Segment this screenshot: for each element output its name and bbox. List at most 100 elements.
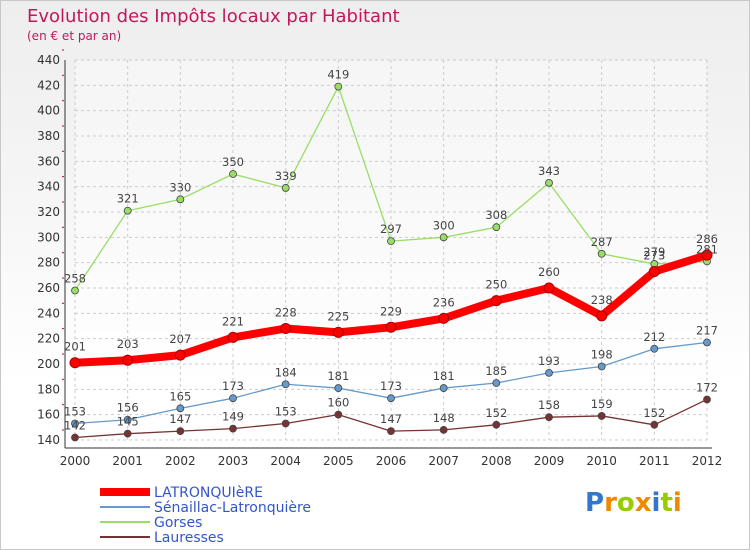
legend: LATRONQUIèRESénaillac-LatronquièreGorses… (100, 485, 311, 546)
x-tick-label: 2012 (692, 454, 723, 468)
data-point (545, 368, 553, 377)
y-tick-label: 340 (37, 180, 60, 194)
data-label: 142 (64, 418, 86, 432)
data-label: 152 (485, 406, 507, 420)
y-tick-label: 440 (37, 53, 60, 67)
data-point (174, 349, 186, 361)
data-point (492, 223, 501, 232)
logo-letter: x (634, 488, 652, 518)
y-tick-label: 220 (37, 332, 60, 346)
data-label: 258 (64, 272, 86, 286)
data-label: 153 (275, 405, 297, 419)
data-point (439, 233, 448, 242)
data-label: 419 (327, 68, 349, 82)
y-tick-label: 180 (37, 382, 60, 396)
data-point (229, 394, 237, 403)
data-label: 148 (433, 411, 455, 425)
data-label: 229 (380, 304, 402, 318)
y-tick-label: 260 (37, 281, 60, 295)
x-tick-label: 2009 (534, 454, 565, 468)
data-point (597, 412, 606, 420)
data-point (281, 419, 290, 428)
data-label: 273 (643, 249, 665, 263)
data-point (281, 184, 290, 192)
legend-label-1: Sénaillac-Latronquière (154, 500, 311, 516)
series-points (69, 82, 713, 442)
data-point (334, 410, 343, 419)
x-tick-label: 2003 (218, 454, 249, 468)
logo-letter: i (672, 488, 682, 518)
x-tick-label: 2010 (586, 454, 617, 468)
data-point (490, 295, 502, 307)
data-point (71, 419, 79, 428)
y-tick-label: 400 (37, 104, 60, 118)
chart-subtitle: (en € et par an) (27, 29, 122, 43)
data-point (438, 312, 450, 324)
data-label: 201 (64, 340, 86, 354)
data-label: 207 (169, 332, 191, 346)
data-point (701, 249, 713, 261)
legend-label-0: LATRONQUIèRE (154, 485, 263, 501)
data-point (439, 384, 448, 392)
data-label: 158 (538, 398, 560, 412)
data-point (334, 82, 343, 91)
data-point (387, 427, 395, 436)
data-point (69, 357, 81, 369)
data-point (229, 424, 237, 433)
data-point (71, 433, 79, 442)
data-label: 300 (433, 218, 455, 232)
y-tick-label: 380 (37, 129, 60, 143)
data-label: 185 (485, 364, 507, 378)
data-point (176, 427, 185, 436)
data-point (545, 413, 553, 422)
data-label: 343 (538, 164, 560, 178)
x-axis: 2000 2001 2002 2003 2004 2005 2006 2007 2008 2009… (60, 447, 723, 468)
data-point (227, 331, 239, 343)
data-label: 281 (696, 242, 718, 256)
data-point (332, 326, 344, 338)
data-label: 250 (485, 278, 507, 292)
logo-letter: o (616, 488, 635, 518)
data-point (385, 321, 397, 333)
data-point (703, 395, 711, 404)
data-label: 147 (169, 412, 191, 426)
data-label: 173 (222, 379, 244, 393)
data-point (543, 282, 555, 294)
data-label: 181 (327, 369, 349, 383)
legend-label-3: Lauresses (154, 530, 224, 546)
y-tick-label: 320 (37, 205, 60, 219)
data-point (334, 384, 343, 392)
data-label: 260 (538, 265, 560, 279)
data-point (648, 266, 660, 278)
x-tick-label: 2004 (270, 454, 301, 468)
data-point (123, 206, 132, 215)
data-label: 212 (643, 330, 665, 344)
data-label: 321 (117, 192, 139, 206)
y-tick-label: 280 (37, 256, 60, 270)
logo-letter: P (585, 488, 605, 518)
data-labels: 142 145 147 149 153 160 147 148 152 158 159 152 172 1… (64, 68, 718, 433)
data-label: 228 (275, 306, 297, 320)
logo-letter: i (651, 488, 661, 518)
data-label: 297 (380, 222, 402, 236)
y-tick-label: 300 (37, 230, 60, 244)
data-label: 156 (117, 401, 139, 415)
data-label: 330 (169, 180, 191, 194)
x-tick-label: 2008 (481, 454, 512, 468)
data-point (439, 425, 448, 434)
data-point (71, 286, 79, 295)
x-tick-label: 2005 (323, 454, 354, 468)
y-tick-label: 420 (37, 78, 60, 92)
x-tick-label: 2006 (376, 454, 407, 468)
data-label: 286 (696, 232, 718, 246)
data-label: 203 (117, 337, 139, 351)
data-point (492, 420, 501, 429)
data-label: 193 (538, 354, 560, 368)
data-point (122, 354, 134, 366)
data-label: 152 (643, 406, 665, 420)
x-tick-label: 2000 (60, 454, 91, 468)
data-label: 165 (169, 389, 191, 403)
data-label: 236 (433, 295, 455, 309)
data-label: 225 (327, 309, 349, 323)
